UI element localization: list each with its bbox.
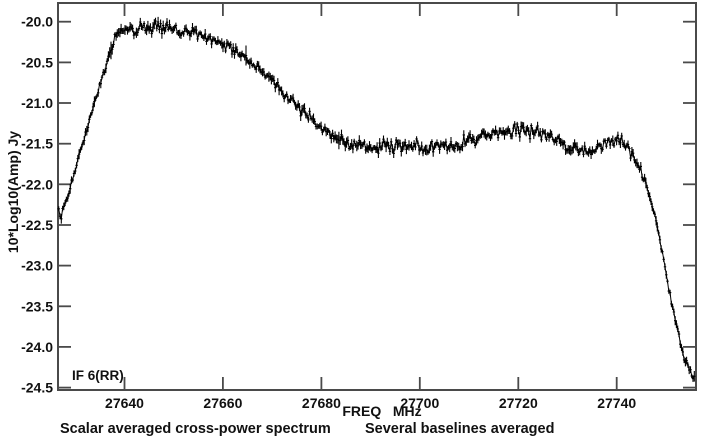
x-tick-label: 27720	[499, 395, 538, 411]
y-tick-label: -23.0	[21, 258, 53, 274]
x-tick-label: 27660	[203, 395, 242, 411]
y-tick-label: -21.5	[21, 136, 53, 152]
y-tick-label: -23.5	[21, 298, 53, 314]
y-tick-label: -24.5	[21, 380, 53, 396]
axis-ticks-layer	[58, 3, 696, 390]
x-tick-label: 27740	[597, 395, 636, 411]
y-tick-label: -20.0	[21, 14, 53, 30]
y-tick-label: -21.0	[21, 95, 53, 111]
y-tick-label: -22.0	[21, 176, 53, 192]
y-axis-title: 10*Log10(Amp) Jy	[5, 131, 21, 253]
y-tick-label: -20.5	[21, 54, 53, 70]
x-tick-label: 27700	[400, 395, 439, 411]
x-axis-title: FREQ MHz	[342, 403, 421, 419]
x-tick-label: 27680	[302, 395, 341, 411]
y-tick-label: -22.5	[21, 217, 53, 233]
caption-baselines: Several baselines averaged	[365, 421, 554, 437]
spectrum-data-layer	[57, 16, 696, 382]
spectrum-line	[58, 19, 695, 380]
if-polarization-label: IF 6(RR)	[72, 368, 124, 383]
plot-frame	[57, 2, 697, 391]
spectrum-errorbars	[57, 16, 696, 382]
axis-tick-labels-layer: 27640 27660 27680 27700 27720 27740 -20.0 -20.5…	[21, 14, 636, 411]
y-tick-label: -24.0	[21, 339, 53, 355]
caption-spectrum-type: Scalar averaged cross-power spectrum	[60, 421, 331, 437]
x-tick-label: 27640	[105, 395, 144, 411]
